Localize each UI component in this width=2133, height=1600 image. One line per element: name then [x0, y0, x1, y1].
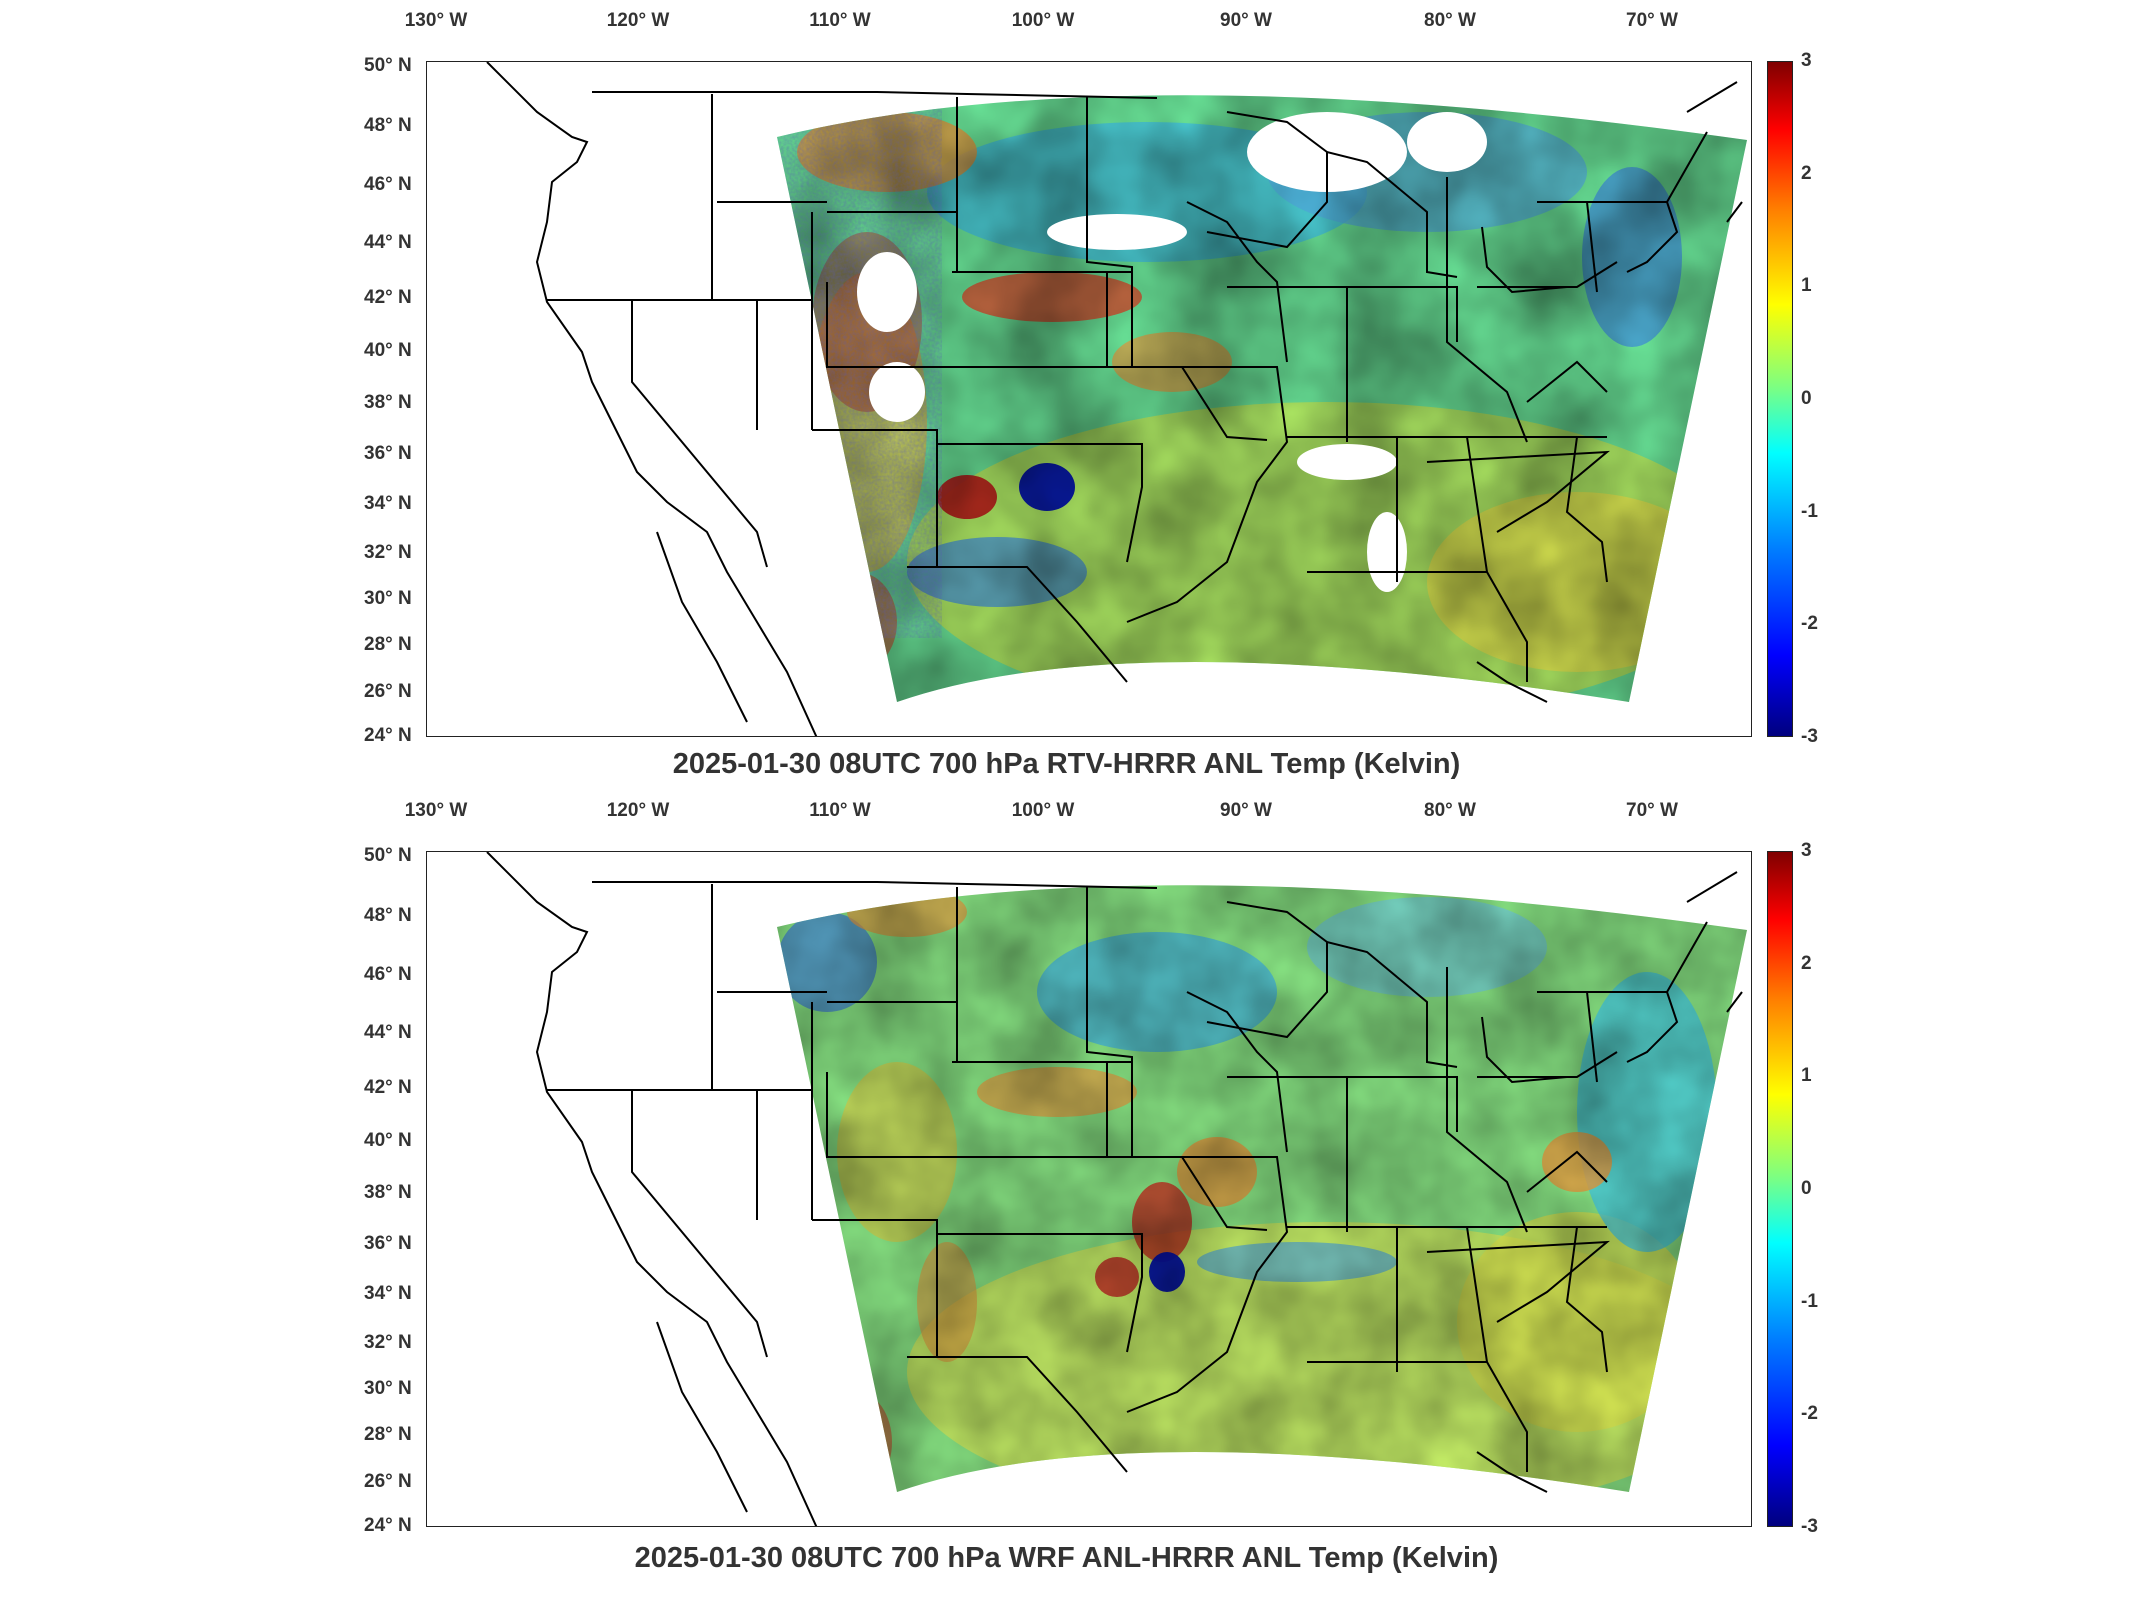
- lat-tick: 50° N: [364, 845, 412, 866]
- map-panel-bottom: 130° W 120° W 110° W 100° W 90° W 80° W …: [0, 790, 2133, 1600]
- lat-tick: 34° N: [364, 1283, 412, 1304]
- lon-tick: 70° W: [1626, 10, 1678, 31]
- lat-tick: 26° N: [364, 681, 412, 702]
- colorbar-tick: -3: [1801, 1516, 1818, 1537]
- temperature-field: [777, 885, 1747, 1492]
- map-plot-area: [426, 61, 1752, 737]
- lat-tick: 44° N: [364, 1022, 412, 1043]
- map-title: 2025-01-30 08UTC 700 hPa WRF ANL-HRRR AN…: [634, 1542, 1499, 1574]
- map-panel-top: 130° W 120° W 110° W 100° W 90° W 80° W …: [0, 0, 2133, 790]
- lon-tick: 110° W: [809, 10, 871, 31]
- map-plot-area: [426, 851, 1752, 1527]
- colorbar-tick: 3: [1801, 840, 1812, 861]
- colorbar-tick: 1: [1801, 275, 1812, 296]
- colorbar-tick: -1: [1801, 1291, 1818, 1312]
- lat-tick: 42° N: [364, 1077, 412, 1098]
- lat-tick: 38° N: [364, 1182, 412, 1203]
- lat-tick: 44° N: [364, 232, 412, 253]
- colorbar-tick: 0: [1801, 1178, 1812, 1199]
- lat-tick: 48° N: [364, 905, 412, 926]
- lat-tick: 36° N: [364, 443, 412, 464]
- colorbar-tick: 2: [1801, 163, 1812, 184]
- lat-tick: 28° N: [364, 1424, 412, 1445]
- lat-tick: 30° N: [364, 1378, 412, 1399]
- lat-tick: 40° N: [364, 1130, 412, 1151]
- lon-tick: 100° W: [1011, 800, 1075, 821]
- lat-tick: 38° N: [364, 392, 412, 413]
- lon-tick: 80° W: [1424, 800, 1476, 821]
- lat-tick: 30° N: [364, 588, 412, 609]
- lat-tick: 32° N: [364, 1332, 412, 1353]
- lat-tick: 24° N: [364, 1515, 412, 1536]
- colorbar-tick: 0: [1801, 388, 1812, 409]
- lat-tick: 42° N: [364, 287, 412, 308]
- map-title: 2025-01-30 08UTC 700 hPa RTV-HRRR ANL Te…: [672, 748, 1461, 780]
- lon-tick: 90° W: [1220, 800, 1272, 821]
- lat-tick: 32° N: [364, 542, 412, 563]
- lon-tick: 130° W: [404, 800, 468, 821]
- colorbar-tick: -3: [1801, 726, 1818, 747]
- colorbar-tick: -2: [1801, 1403, 1818, 1424]
- colorbar-tick: -2: [1801, 613, 1818, 634]
- lon-tick: 80° W: [1424, 10, 1476, 31]
- map-field-svg: [486, 852, 1747, 1526]
- lat-tick: 46° N: [364, 964, 412, 985]
- lon-tick: 90° W: [1220, 10, 1272, 31]
- lat-tick: 48° N: [364, 115, 412, 136]
- lon-tick: 130° W: [404, 10, 468, 31]
- lat-tick: 34° N: [364, 493, 412, 514]
- boundary-lines: [486, 852, 1743, 1526]
- lat-tick: 36° N: [364, 1233, 412, 1254]
- colorbar: [1767, 61, 1793, 737]
- lon-tick: 70° W: [1626, 800, 1678, 821]
- colorbar-tick: -1: [1801, 501, 1818, 522]
- temperature-field: [777, 95, 1747, 702]
- lon-tick: 110° W: [809, 800, 871, 821]
- lat-tick: 40° N: [364, 340, 412, 361]
- colorbar-tick: 2: [1801, 953, 1812, 974]
- lat-tick: 26° N: [364, 1471, 412, 1492]
- lon-tick: 120° W: [606, 10, 670, 31]
- boundary-lines: [486, 62, 1743, 736]
- colorbar: [1767, 851, 1793, 1527]
- lon-tick: 100° W: [1011, 10, 1075, 31]
- lat-tick: 46° N: [364, 174, 412, 195]
- colorbar-tick: 3: [1801, 50, 1812, 71]
- lat-tick: 28° N: [364, 634, 412, 655]
- lon-tick: 120° W: [606, 800, 670, 821]
- lat-tick: 24° N: [364, 725, 412, 746]
- lat-tick: 50° N: [364, 55, 412, 76]
- colorbar-tick: 1: [1801, 1065, 1812, 1086]
- map-field-svg: [486, 62, 1747, 736]
